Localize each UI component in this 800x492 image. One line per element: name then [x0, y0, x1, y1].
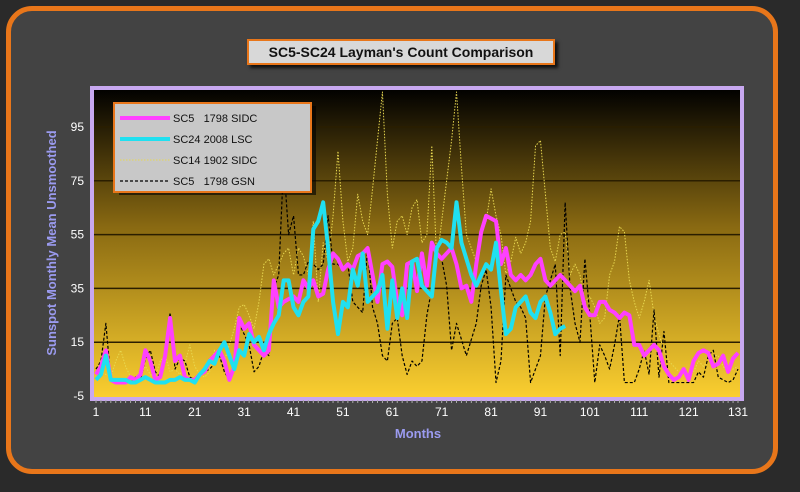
- x-tick-label: 1: [93, 405, 100, 419]
- y-tick-label: -5: [73, 389, 84, 403]
- x-tick-label: 81: [484, 405, 498, 419]
- x-axis-title: Months: [395, 426, 441, 441]
- x-tick-label: 41: [287, 405, 301, 419]
- x-tick-label: 91: [534, 405, 548, 419]
- legend-label: SC5 1798 GSN: [173, 176, 255, 188]
- legend-label: SC24 2008 LSC: [173, 134, 253, 146]
- x-tick-label: 71: [435, 405, 449, 419]
- x-tick-label: 21: [188, 405, 202, 419]
- y-tick-label: 35: [71, 281, 85, 295]
- y-tick-label: 95: [71, 120, 85, 134]
- y-tick-label: 15: [71, 335, 85, 349]
- x-tick-label: 121: [679, 405, 699, 419]
- y-tick-label: 75: [71, 174, 85, 188]
- x-tick-label: 11: [139, 405, 152, 419]
- y-axis-title: Sunspot Monthly Mean Unsmoothed: [44, 130, 59, 355]
- x-tick-label: 131: [728, 405, 748, 419]
- x-tick-label: 31: [237, 405, 251, 419]
- x-tick-label: 51: [336, 405, 350, 419]
- series-line-2: [95, 91, 739, 381]
- x-tick-label: 111: [630, 405, 649, 419]
- legend-label: SC14 1902 SIDC: [173, 155, 257, 167]
- legend: SC5 1798 SIDC SC24 2008 LSC SC14 1902 SIDC…: [113, 102, 316, 195]
- x-tick-label: 61: [386, 405, 400, 419]
- x-tick-label: 101: [580, 405, 600, 419]
- chart-title: SC5-SC24 Layman's Count Comparison: [247, 39, 555, 65]
- plot-area: [90, 86, 744, 401]
- legend-label: SC5 1798 SIDC: [173, 113, 257, 125]
- series-line-1: [94, 200, 567, 385]
- y-tick-label: 55: [71, 228, 85, 242]
